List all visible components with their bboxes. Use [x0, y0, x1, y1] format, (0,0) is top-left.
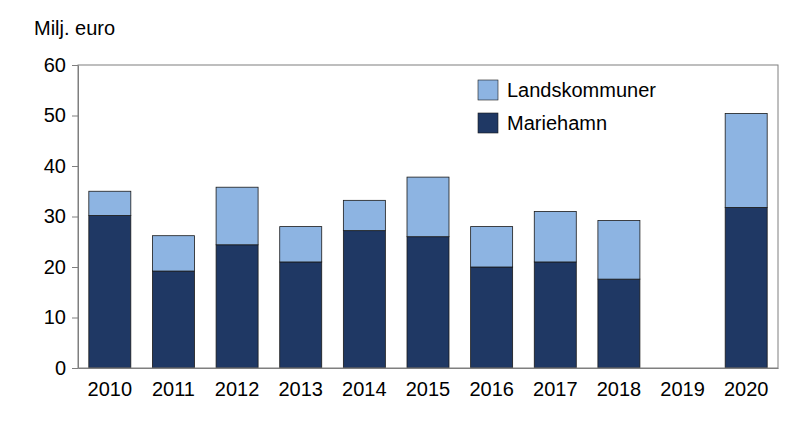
tick-label: 2019: [660, 378, 705, 400]
plot-frame: [78, 65, 778, 368]
tick: 40: [44, 155, 78, 177]
tick-label: 50: [44, 104, 66, 126]
tick: 0: [55, 357, 78, 379]
legend-entry: Mariehamn: [478, 112, 607, 134]
bar: [471, 267, 513, 368]
bar: [152, 271, 194, 368]
tick: 2013: [278, 368, 323, 400]
legend: Landskommuner Mariehamn: [478, 79, 656, 134]
tick-label: 60: [44, 54, 66, 76]
bar: [725, 207, 767, 368]
tick-label: 20: [44, 256, 66, 278]
tick-label: 2012: [215, 378, 260, 400]
bar: [280, 227, 322, 262]
bar: [216, 187, 258, 245]
tick: 10: [44, 306, 78, 328]
tick: 30: [44, 205, 78, 227]
bar: [152, 236, 194, 271]
bar: [407, 177, 449, 237]
tick: 60: [44, 54, 78, 76]
tick-label: 0: [55, 357, 66, 379]
tick: 2018: [597, 368, 642, 400]
tick: 2015: [406, 368, 451, 400]
tick: 20: [44, 256, 78, 278]
bar: [598, 221, 640, 280]
bars: [89, 113, 767, 368]
bar: [216, 245, 258, 368]
bar: [471, 227, 513, 267]
tick-label: 10: [44, 306, 66, 328]
tick-label: 2020: [724, 378, 769, 400]
tick-label: 2016: [469, 378, 514, 400]
tick-mark: [72, 318, 78, 319]
tick-label: 2017: [533, 378, 578, 400]
y-axis-title: Milj. euro: [34, 17, 115, 39]
tick: 2010: [88, 368, 132, 400]
legend-label: Mariehamn: [507, 112, 607, 134]
tick-label: 30: [44, 205, 66, 227]
tick: 50: [44, 104, 78, 126]
y-axis: 0 10 20 30 40 50 60: [44, 54, 79, 379]
bar: [534, 211, 576, 262]
legend-entry: Landskommuner: [478, 79, 656, 101]
tick: 2019: [660, 368, 705, 400]
tick-mark: [72, 217, 78, 218]
tick-mark: [72, 116, 78, 117]
tick: 2014: [342, 368, 387, 400]
bar: [598, 279, 640, 368]
tick-mark: [72, 267, 78, 268]
tick-label: 2014: [342, 378, 387, 400]
tick-mark: [72, 368, 78, 369]
bar: [534, 262, 576, 368]
tick: 2020: [724, 368, 769, 400]
tick-label: 2011: [152, 378, 195, 400]
bar: [343, 200, 385, 230]
bar: [343, 231, 385, 368]
axis-line: [79, 368, 779, 369]
bar: [407, 237, 449, 368]
tick-mark: [72, 65, 78, 66]
bar: [725, 113, 767, 207]
tick: 2012: [215, 368, 260, 400]
tick: 2017: [533, 368, 578, 400]
bar: [280, 262, 322, 368]
tick-label: 2018: [597, 378, 642, 400]
plot: 0102030405060201020112012201320142015201…: [44, 54, 779, 400]
series-1: [89, 113, 767, 279]
tick-label: 2015: [406, 378, 451, 400]
tick-label: 2013: [278, 378, 323, 400]
bar: [89, 215, 131, 368]
chart: 0102030405060201020112012201320142015201…: [0, 0, 794, 430]
tick: 2011: [152, 368, 195, 400]
legend-swatch: [478, 80, 498, 100]
tick-label: 40: [44, 155, 66, 177]
legend-swatch: [478, 113, 498, 133]
tick: 2016: [469, 368, 514, 400]
tick-label: 2010: [88, 378, 132, 400]
x-axis: 2010 2011 2012 2013 2014 2015 2016 2017 2018 2019…: [79, 368, 779, 400]
axis-line: [78, 66, 79, 369]
legend-label: Landskommuner: [507, 79, 656, 101]
bar: [89, 191, 131, 215]
tick-mark: [72, 166, 78, 167]
